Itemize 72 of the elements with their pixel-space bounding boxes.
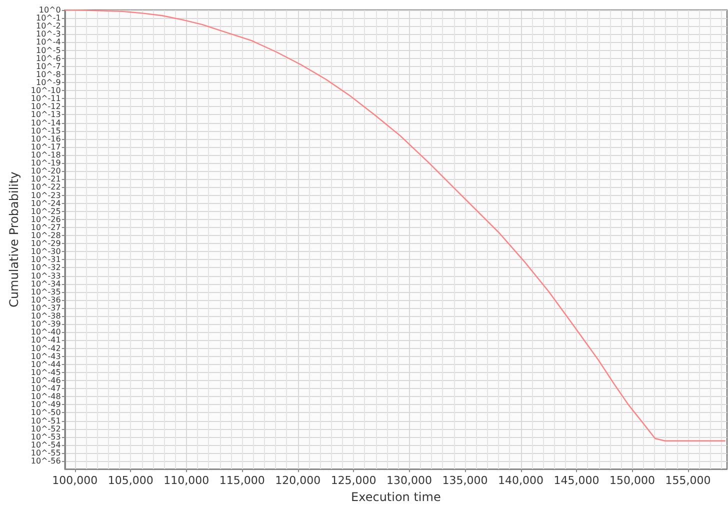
y-tick-label: 10^-13 (30, 110, 61, 120)
y-tick-label: 10^-3 (36, 30, 61, 39)
y-tick-label: 10^-36 (30, 295, 61, 304)
y-tick-label: 10^-47 (30, 384, 61, 394)
y-tick-label: 10^-19 (30, 158, 61, 168)
x-tick-label: 130,000 (386, 474, 432, 488)
x-tick-label: 150,000 (610, 474, 655, 488)
y-tick-label: 10^-53 (30, 432, 61, 442)
y-tick-label: 10^-10 (30, 86, 61, 96)
y-tick-label: 10^-55 (30, 448, 61, 458)
y-tick-label: 10^-23 (30, 190, 61, 200)
x-tick-label: 125,000 (330, 474, 376, 488)
y-tick-label: 10^-41 (30, 336, 61, 345)
x-axis-title: Execution time (351, 490, 441, 504)
y-tick-label: 10^-25 (30, 206, 61, 216)
y-tick-label: 10^-31 (30, 255, 61, 264)
line-series (64, 9, 726, 442)
y-tick-label: 10^-12 (30, 102, 61, 112)
y-tick-label: 10^-56 (30, 456, 61, 466)
y-tick-label: 10^-37 (30, 304, 61, 313)
y-tick-label: 10^-17 (30, 142, 61, 152)
y-tick-label: 10^0 (38, 6, 61, 14)
y-tick-label: 10^-9 (36, 78, 61, 87)
y-tick-label: 10^-4 (36, 38, 61, 47)
y-tick-label: 10^-1 (36, 14, 61, 23)
y-tick-label: 10^-26 (30, 214, 61, 224)
y-tick-label: 10^-8 (36, 70, 61, 79)
y-tick-label: 10^-54 (30, 440, 61, 450)
x-tick-label: 105,000 (108, 474, 154, 488)
x-tick-label: 100,000 (52, 474, 98, 488)
y-tick-label: 10^-40 (30, 328, 61, 337)
y-tick-label: 10^-5 (36, 46, 61, 55)
y-tick-label: 10^-29 (30, 239, 61, 248)
y-axis-title: Cumulative Probability (7, 172, 21, 308)
y-tick-label: 10^-32 (30, 263, 61, 272)
x-tick-label: 140,000 (498, 474, 544, 488)
y-tick-label: 10^-35 (30, 287, 61, 296)
y-tick-label: 10^-46 (30, 376, 61, 385)
y-tick-label: 10^-45 (30, 368, 61, 377)
y-tick-label: 10^-51 (30, 416, 61, 426)
y-tick-label: 10^-50 (30, 408, 61, 418)
y-tick-label: 10^-21 (30, 174, 61, 184)
x-tick-label: 120,000 (275, 474, 321, 488)
x-tick-label: 135,000 (442, 474, 488, 488)
y-tick-label: 10^-30 (30, 247, 61, 256)
y-tick-label: 10^-52 (30, 424, 61, 434)
y-tick-label: 10^-22 (30, 182, 61, 192)
y-tick-label: 10^-43 (30, 352, 61, 361)
y-tick-label: 10^-28 (30, 231, 61, 240)
y-tick-label: 10^-33 (30, 271, 61, 280)
y-tick-label: 10^-6 (36, 54, 61, 63)
y-tick-label: 10^-49 (30, 400, 61, 410)
y-tick-label: 10^-44 (30, 360, 61, 369)
x-tick-label: 110,000 (164, 474, 210, 488)
y-tick-label: 10^-18 (30, 150, 61, 160)
y-tick-label: 10^-11 (30, 94, 61, 104)
y-tick-label: 10^-24 (30, 198, 61, 208)
y-tick-label: 10^-34 (30, 279, 61, 288)
y-tick-label: 10^-7 (36, 62, 61, 71)
y-tick-label: 10^-16 (30, 134, 61, 144)
x-tick-label: 115,000 (219, 474, 265, 488)
y-tick-label: 10^-15 (30, 126, 61, 136)
y-tick-label: 10^-20 (30, 166, 61, 176)
x-tick-label: 145,000 (554, 474, 600, 488)
y-tick-label: 10^-14 (30, 118, 61, 128)
y-tick-label: 10^-2 (36, 22, 61, 31)
y-tick-label: 10^-42 (30, 344, 61, 353)
x-tick-label: 155,000 (665, 474, 711, 488)
y-tick-label: 10^-39 (30, 320, 61, 329)
y-tick-label: 10^-27 (30, 222, 61, 232)
y-tick-label: 10^-38 (30, 312, 61, 321)
y-tick-label: 10^-48 (30, 392, 61, 402)
